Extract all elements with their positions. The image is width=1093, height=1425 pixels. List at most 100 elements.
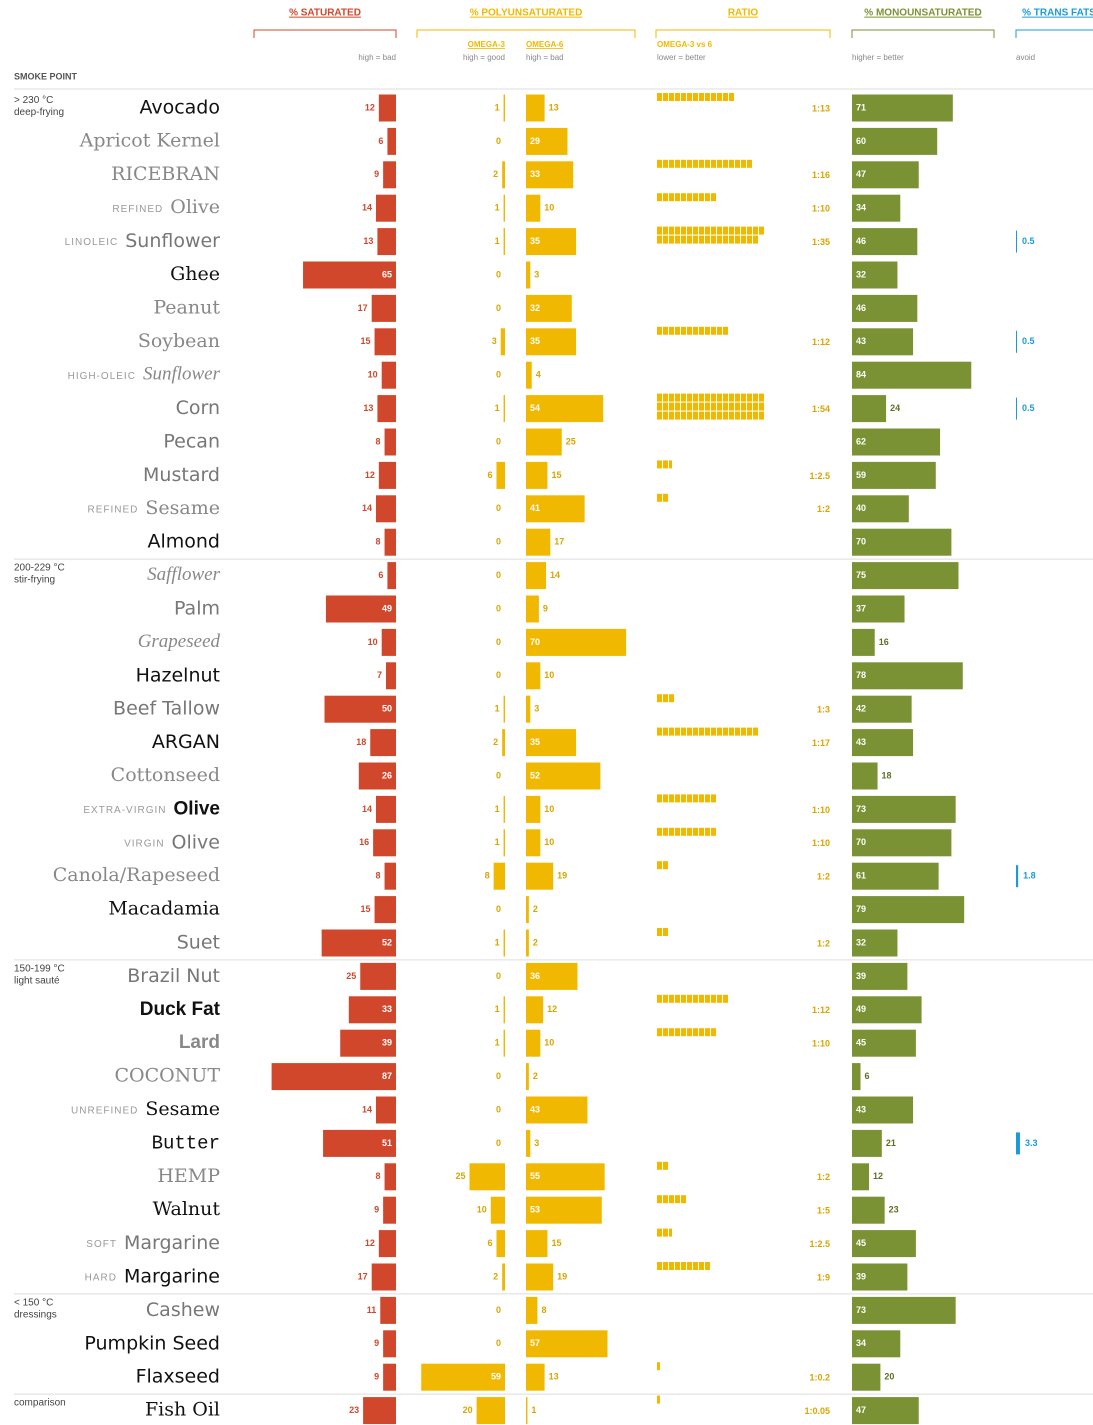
mono-label: 6 (865, 1071, 870, 1081)
ratio-cell (705, 226, 710, 235)
ratio-cell (705, 193, 710, 202)
ratio-cell (705, 326, 710, 335)
omega6-label: 41 (530, 503, 540, 513)
omega6-bar (526, 528, 551, 556)
omega6-label: 17 (554, 537, 564, 547)
ratio-cells (657, 1195, 686, 1204)
ratio-cell (669, 393, 674, 402)
ratio-cell (747, 402, 752, 411)
saturated-label: 6 (378, 136, 383, 146)
saturated-label: 12 (365, 470, 375, 480)
ratio-cell (705, 411, 710, 420)
oil-name: Butter (152, 1132, 220, 1154)
ratio-cell (729, 159, 734, 168)
group-label: 150-199 °C (14, 964, 65, 975)
ratio-cell (759, 393, 764, 402)
oil-name: Almond (147, 531, 220, 553)
ratio-label: 1:2.5 (809, 471, 830, 481)
mono-label: 12 (873, 1171, 883, 1181)
ratio-cell (675, 393, 680, 402)
omega6-header: OMEGA-6 (526, 40, 564, 49)
omega6-bar (526, 1263, 554, 1291)
mono-label: 79 (856, 904, 866, 914)
omega6-bar (526, 395, 604, 423)
mono-label: 61 (856, 871, 866, 881)
note: lower = better (657, 53, 706, 62)
ratio-cell (657, 402, 662, 411)
omega6-bar (526, 595, 539, 623)
mono-bar (852, 1296, 956, 1324)
trans-label: 1.8 (1023, 871, 1036, 881)
omega3-label: 0 (496, 603, 501, 613)
ratio-cells (657, 493, 668, 502)
ratio-cell (657, 1395, 660, 1404)
omega3-label: 8 (485, 871, 490, 881)
omega6-label: 13 (549, 1372, 559, 1382)
ratio-cell (687, 727, 692, 736)
ratio-cell (681, 402, 686, 411)
mono-label: 34 (856, 203, 866, 213)
ratio-label: 1:10 (812, 1039, 830, 1049)
ratio-cell (699, 393, 704, 402)
oil-modifier: HARD (85, 1273, 117, 1284)
omega3-label: 0 (496, 1104, 501, 1114)
mono-label: 62 (856, 436, 866, 446)
saturated-label: 39 (382, 1038, 392, 1048)
ratio-cell (657, 727, 662, 736)
ratio-cell (669, 193, 674, 202)
omega3-bar (490, 1196, 505, 1224)
saturated-label: 15 (361, 336, 371, 346)
mono-bar (852, 762, 878, 790)
ratio-cell (693, 193, 698, 202)
ratio-cells (657, 1228, 672, 1237)
ratio-cell (705, 994, 710, 1003)
trans-bar (1016, 865, 1019, 888)
mono-bar (852, 161, 919, 189)
ratio-cell (657, 393, 662, 402)
ratio-cell (729, 93, 734, 101)
ratio-cell (669, 827, 674, 836)
omega6-label: 1 (531, 1405, 536, 1415)
ratio-cell (723, 994, 728, 1003)
ratio-cell (663, 411, 668, 420)
saturated-bar (385, 662, 396, 690)
ratio-label: 1:0.05 (804, 1406, 830, 1416)
saturated-bar (384, 862, 396, 890)
group-label: > 230 °C (14, 95, 53, 106)
ratio-cell (675, 411, 680, 420)
omega6-label: 25 (566, 436, 576, 446)
bracket (851, 29, 995, 38)
header-trans: % TRANS FATS (1022, 8, 1093, 19)
mono-bar (852, 1029, 916, 1057)
ratio-cell (693, 1262, 698, 1270)
oil-modifier: LINOLEIC (65, 237, 119, 248)
saturated-bar (371, 294, 396, 322)
ratio-cell (663, 460, 668, 469)
omega6-bar (526, 795, 541, 823)
ratio-cell (687, 794, 692, 803)
saturated-label: 13 (363, 236, 373, 246)
saturated-label: 65 (382, 269, 392, 279)
saturated-label: 25 (346, 971, 356, 981)
ratio-cell (729, 393, 734, 402)
mono-label: 47 (856, 1405, 866, 1415)
ratio-cell (699, 235, 704, 244)
bracket (1015, 29, 1093, 38)
ratio-cell (735, 235, 740, 244)
ratio-cell (699, 1262, 704, 1270)
ratio-cell (735, 402, 740, 411)
omega3-bar (500, 328, 505, 356)
ratio-cell (723, 235, 728, 244)
mono-bar (852, 795, 956, 823)
note: higher = better (852, 53, 904, 62)
saturated-bar (375, 795, 396, 823)
saturated-bar (348, 996, 396, 1024)
ratio-cell (681, 1028, 686, 1037)
ratio-cell (693, 326, 698, 335)
saturated-bar (383, 1330, 396, 1358)
saturated-bar (373, 829, 396, 857)
saturated-label: 50 (382, 704, 392, 714)
mono-bar (852, 929, 898, 957)
oil-name: Safflower (147, 564, 220, 585)
ratio-cell (747, 393, 752, 402)
